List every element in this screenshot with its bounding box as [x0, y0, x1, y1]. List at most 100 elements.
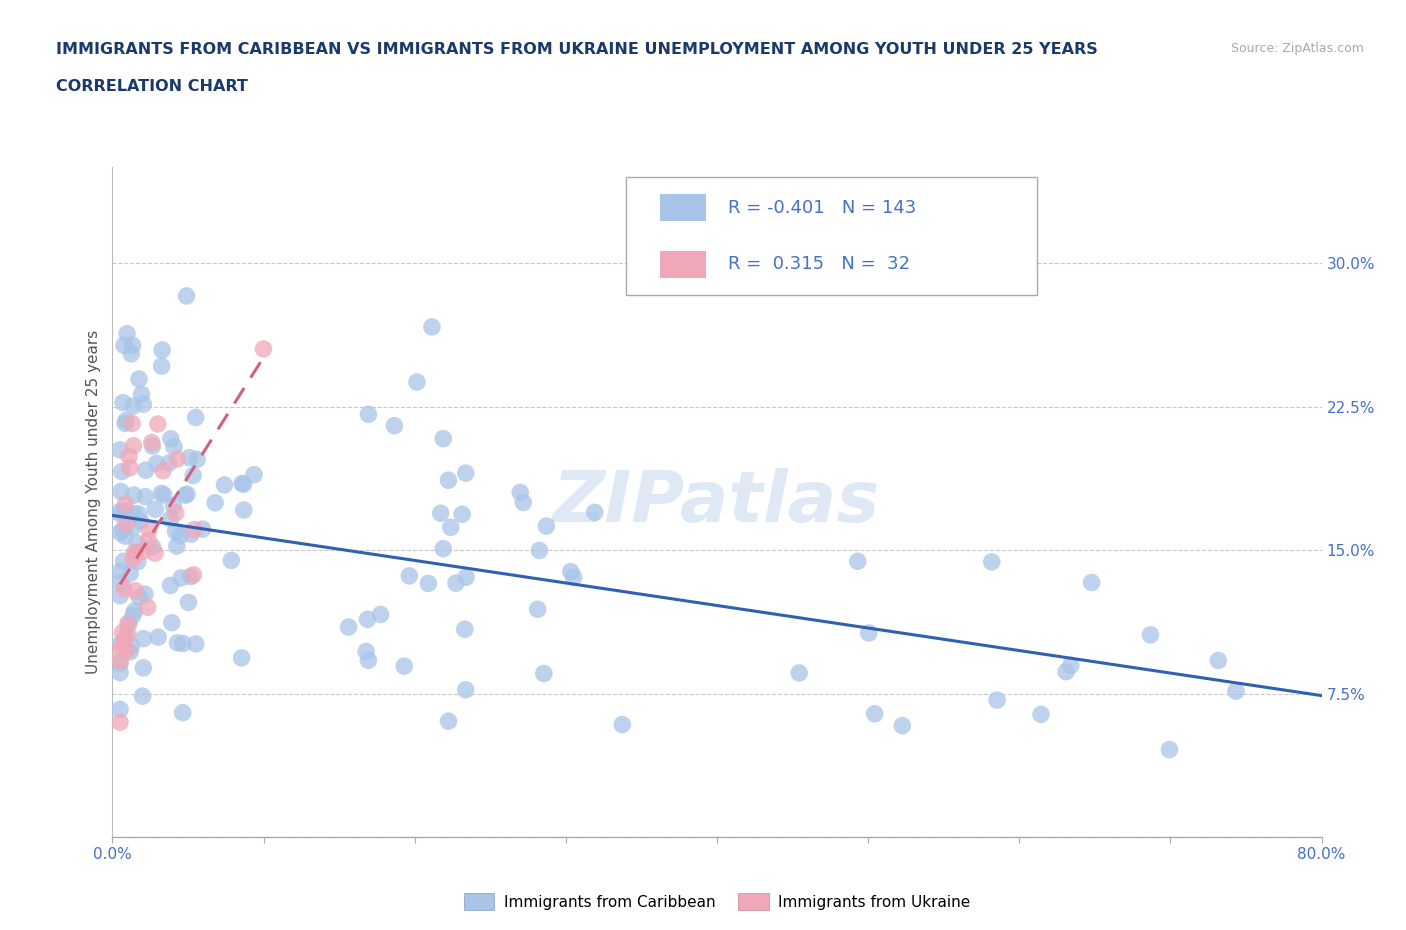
Point	[108, 637, 131, 652]
Point	[231, 476, 253, 491]
Point	[583, 505, 606, 520]
Point	[451, 507, 474, 522]
Point	[846, 554, 869, 569]
Text: Source: ZipAtlas.com: Source: ZipAtlas.com	[1230, 42, 1364, 55]
Point	[863, 707, 886, 722]
Point	[122, 551, 145, 566]
Point	[108, 565, 131, 579]
Point	[131, 544, 153, 559]
Point	[454, 466, 477, 481]
Point	[115, 503, 138, 518]
FancyBboxPatch shape	[626, 178, 1038, 295]
Point	[117, 626, 139, 641]
Point	[526, 602, 548, 617]
Point	[138, 533, 160, 548]
Point	[108, 702, 131, 717]
Point	[166, 452, 188, 467]
Text: R =  0.315   N =  32: R = 0.315 N = 32	[728, 256, 910, 273]
Point	[122, 438, 145, 453]
Point	[214, 477, 236, 492]
Point	[384, 418, 406, 433]
Text: ZIPatlas: ZIPatlas	[554, 468, 880, 537]
Point	[437, 714, 460, 729]
Point	[536, 519, 558, 534]
Point	[172, 705, 194, 720]
Point	[138, 522, 160, 537]
Point	[529, 543, 551, 558]
Point	[124, 583, 146, 598]
Point	[117, 617, 139, 631]
Point	[115, 413, 138, 428]
Point	[124, 604, 146, 618]
Point	[115, 643, 138, 658]
Point	[162, 498, 184, 513]
Point	[115, 630, 138, 644]
Point	[128, 372, 150, 387]
Point	[115, 516, 138, 531]
Point	[157, 456, 180, 471]
Point	[159, 512, 181, 526]
Point	[191, 522, 214, 537]
Point	[120, 346, 142, 361]
Point	[118, 566, 141, 581]
Point	[159, 578, 181, 593]
Point	[357, 653, 380, 668]
Point	[337, 619, 360, 634]
Point	[176, 486, 198, 501]
Legend: Immigrants from Caribbean, Immigrants from Ukraine: Immigrants from Caribbean, Immigrants fr…	[458, 886, 976, 916]
Point	[1060, 658, 1083, 672]
Point	[243, 467, 266, 482]
Point	[432, 432, 454, 446]
Point	[858, 626, 880, 641]
Point	[432, 541, 454, 556]
Point	[128, 590, 150, 604]
Point	[118, 616, 141, 631]
Point	[134, 587, 156, 602]
Point	[115, 326, 138, 341]
Point	[166, 538, 188, 553]
Point	[120, 639, 142, 654]
Point	[124, 545, 146, 560]
Point	[219, 553, 242, 568]
Point	[141, 435, 163, 450]
Point	[444, 576, 467, 591]
Point	[108, 665, 131, 680]
Point	[118, 449, 141, 464]
Point	[177, 595, 200, 610]
Point	[114, 416, 136, 431]
Point	[108, 525, 131, 540]
Point	[111, 522, 134, 537]
Point	[180, 569, 202, 584]
Point	[108, 642, 131, 657]
Point	[150, 342, 173, 357]
Point	[454, 622, 477, 637]
Point	[356, 612, 378, 627]
Point	[146, 417, 169, 432]
Point	[114, 497, 136, 512]
Point	[132, 631, 155, 646]
Point	[787, 666, 810, 681]
Point	[172, 636, 194, 651]
Point	[406, 375, 429, 390]
Point	[163, 439, 186, 454]
Point	[125, 545, 148, 560]
Point	[183, 567, 205, 582]
Point	[204, 496, 226, 511]
Point	[179, 450, 201, 465]
Point	[108, 654, 131, 669]
Point	[112, 634, 135, 649]
Point	[509, 485, 531, 499]
Text: IMMIGRANTS FROM CARIBBEAN VS IMMIGRANTS FROM UKRAINE UNEMPLOYMENT AMONG YOUTH UN: IMMIGRANTS FROM CARIBBEAN VS IMMIGRANTS …	[56, 42, 1098, 57]
Point	[429, 506, 451, 521]
Text: CORRELATION CHART: CORRELATION CHART	[56, 79, 247, 94]
Point	[232, 477, 254, 492]
Point	[131, 387, 153, 402]
Point	[169, 528, 191, 543]
Point	[141, 439, 163, 454]
Point	[108, 504, 131, 519]
Point	[122, 520, 145, 535]
Point	[183, 522, 205, 537]
Point	[159, 432, 181, 446]
Point	[129, 513, 152, 528]
Point	[122, 399, 145, 414]
